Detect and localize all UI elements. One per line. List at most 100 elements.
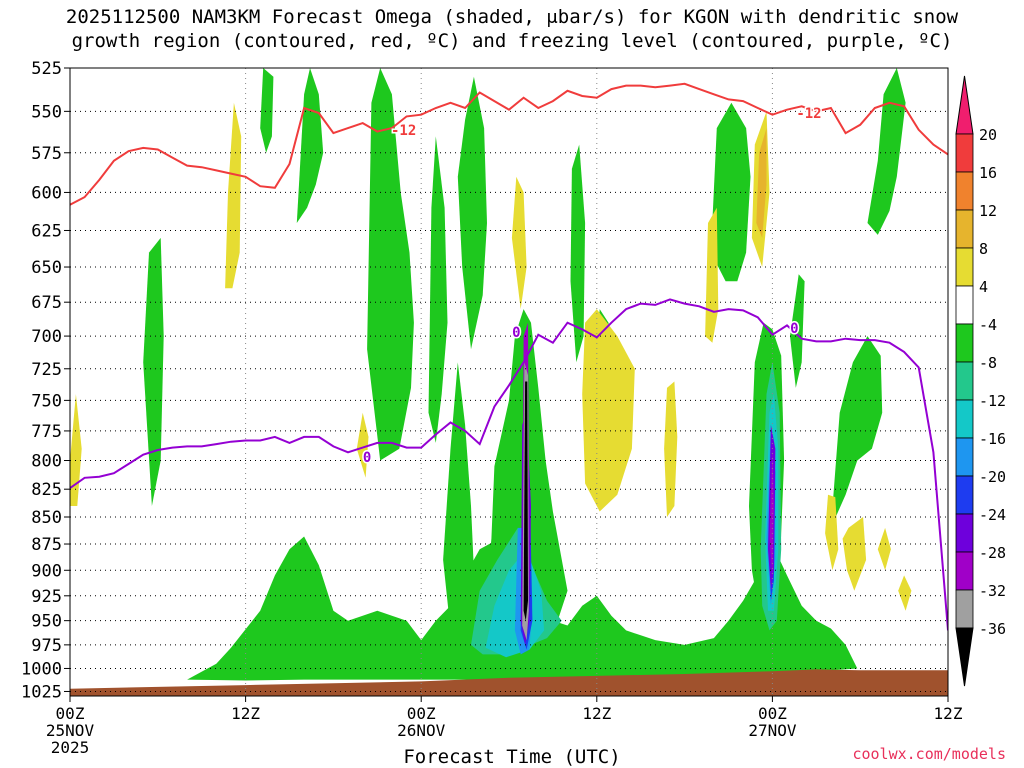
colorbar-label: -20: [979, 468, 1006, 486]
omega-region-22: [825, 494, 839, 571]
colorbar-swatch: [955, 361, 974, 401]
colorbar-swatch: [955, 551, 974, 591]
omega-region-2: [443, 362, 474, 631]
contour-label: -12: [796, 106, 821, 122]
y-tick-label: 950: [31, 612, 62, 632]
x-tick-label: 25NOV: [46, 721, 95, 740]
omega-region-15: [260, 68, 274, 153]
y-tick-label: 875: [31, 535, 62, 555]
colorbar-label: -12: [979, 392, 1006, 410]
colorbar-swatch: [955, 285, 974, 325]
x-tick-label: 26NOV: [397, 721, 446, 740]
colorbar: 20 16 12 8 4 -4 -8 -12 -16 -20 -24 -28 -32 -36: [955, 75, 1006, 687]
x-tick-label: 2025: [51, 738, 90, 757]
colorbar-swatch: [955, 247, 974, 287]
y-tick-label: 1000: [21, 659, 62, 679]
omega-region-25: [898, 575, 912, 611]
omega-region-23: [842, 517, 867, 591]
x-tick-label: 12Z: [582, 704, 611, 723]
omega-region-27: [70, 394, 82, 506]
colorbar-swatch: [955, 589, 974, 629]
contour-line-0: [70, 82, 948, 206]
colorbar-swatch: [955, 323, 974, 363]
y-tick-label: 925: [31, 587, 62, 607]
x-tick-label: 00Z: [56, 704, 85, 723]
colorbar-label: -24: [979, 506, 1006, 524]
colorbar-label: -16: [979, 430, 1006, 448]
x-tick-label: 12Z: [934, 704, 963, 723]
y-tick-label: 600: [31, 183, 62, 203]
y-tick-label: 975: [31, 636, 62, 656]
y-tick-label: 825: [31, 480, 62, 500]
y-tick-label: 550: [31, 102, 62, 122]
y-tick-label: 625: [31, 221, 62, 241]
omega-region-20: [705, 207, 719, 343]
colorbar-label: -28: [979, 544, 1006, 562]
x-tick-label: 00Z: [758, 704, 787, 723]
omega-region-16: [225, 102, 242, 289]
colorbar-label: 12: [979, 202, 997, 220]
y-tick-label: 1025: [21, 682, 62, 702]
omega-region-19: [664, 381, 678, 517]
y-tick-label: 575: [31, 144, 62, 164]
colorbar-swatch: [955, 399, 974, 439]
omega-region-5: [457, 76, 487, 350]
colorbar-swatch: [955, 475, 974, 515]
y-tick-label: 775: [31, 422, 62, 442]
chart-title-line-2: growth region (contoured, red, ºC) and f…: [71, 30, 953, 52]
y-tick-label: 900: [31, 561, 62, 581]
colorbar-label: -8: [979, 354, 997, 372]
contour-line-1: [70, 298, 948, 631]
y-tick-label: 725: [31, 360, 62, 380]
y-tick-label: 800: [31, 452, 62, 472]
terrain-area: [70, 669, 948, 696]
colorbar-swatch: [955, 627, 974, 687]
omega-region-12: [867, 68, 906, 235]
contour-label: 0: [790, 321, 798, 337]
omega-region-18: [582, 309, 635, 512]
colorbar-label: 16: [979, 164, 997, 182]
x-tick-label: 27NOV: [748, 721, 797, 740]
omega-region-42: [523, 381, 528, 621]
x-tick-label: 12Z: [231, 704, 260, 723]
colorbar-swatch: [955, 75, 974, 135]
omega-shading-layer: [70, 68, 912, 681]
y-tick-label: 525: [31, 59, 62, 79]
plot-border: [69, 67, 949, 697]
colorbar-label: 4: [979, 278, 988, 296]
contour-label: 0: [363, 450, 371, 466]
omega-region-3: [367, 68, 414, 461]
omega-region-6: [570, 144, 586, 363]
colorbar-swatch: [955, 513, 974, 553]
omega-region-11: [830, 336, 883, 528]
colorbar-swatch: [955, 209, 974, 249]
contour-label: -12: [391, 123, 416, 139]
colorbar-label: 20: [979, 126, 997, 144]
omega-region-4: [428, 136, 448, 443]
chart-title-line-1: 2025112500 NAM3KM Forecast Omega (shaded…: [65, 6, 959, 28]
colorbar-label: -36: [979, 620, 1006, 638]
y-tick-label: 650: [31, 258, 62, 278]
colorbar-label: -32: [979, 582, 1006, 600]
omega-region-13: [143, 237, 164, 506]
y-tick-label: 750: [31, 391, 62, 411]
omega-region-26: [356, 412, 369, 478]
credit-text: coolwx.com/models: [852, 745, 1006, 763]
contour-label: 0: [512, 325, 520, 341]
x-axis-label: Forecast Time (UTC): [403, 746, 621, 768]
x-tick-label: 00Z: [407, 704, 436, 723]
y-tick-label: 675: [31, 293, 62, 313]
plot-frame: [69, 67, 949, 697]
colorbar-swatch: [955, 437, 974, 477]
colorbar-label: -4: [979, 316, 997, 334]
omega-region-14: [296, 68, 324, 223]
colorbar-swatch: [955, 133, 974, 173]
y-tick-label: 700: [31, 327, 62, 347]
contour-layer: -12 -12 0 0 0: [70, 82, 948, 631]
y-tick-label: 850: [31, 508, 62, 528]
terrain-layer: [70, 669, 948, 696]
colorbar-swatch: [955, 171, 974, 211]
omega-region-24: [877, 527, 891, 571]
